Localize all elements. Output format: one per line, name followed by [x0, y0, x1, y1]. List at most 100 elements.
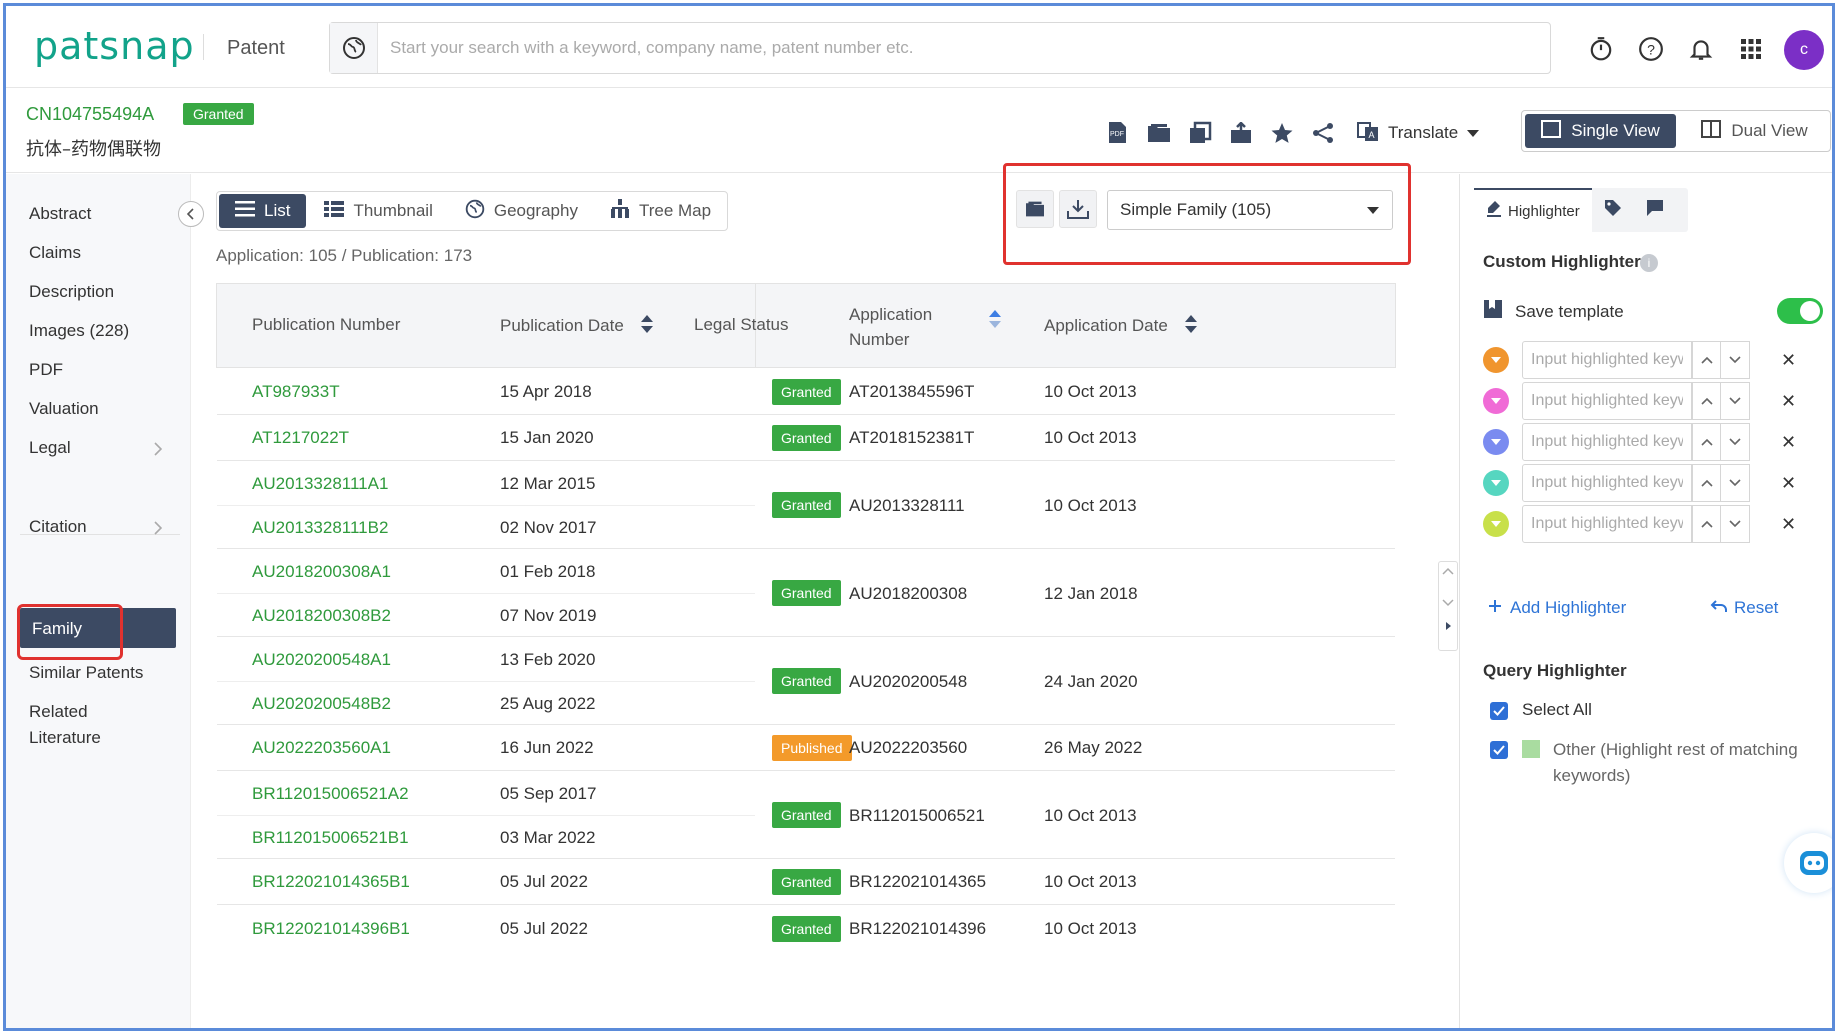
collapse-nav-button[interactable] — [178, 201, 204, 227]
table-row[interactable]: AU2013328111A1 12 Mar 2015 AU2013328111B… — [217, 461, 1395, 549]
tab-tags[interactable] — [1592, 188, 1634, 232]
previous-match-button[interactable] — [1692, 505, 1721, 543]
previous-match-button[interactable] — [1692, 464, 1721, 502]
remove-highlighter-icon[interactable]: ✕ — [1781, 514, 1796, 535]
publication-number-link[interactable]: BR112015006521A2 — [252, 784, 409, 804]
highlight-keyword-input[interactable] — [1522, 464, 1692, 502]
folder-icon[interactable] — [1144, 118, 1174, 148]
export-icon[interactable] — [1226, 118, 1256, 148]
color-swatch-blue[interactable] — [1483, 429, 1509, 455]
nav-citation[interactable]: Citation — [29, 517, 87, 537]
color-swatch-pink[interactable] — [1483, 388, 1509, 414]
previous-match-button[interactable] — [1692, 382, 1721, 420]
publication-number-link[interactable]: BR112015006521B1 — [252, 828, 409, 848]
highlight-keyword-input[interactable] — [1522, 341, 1692, 379]
publication-number-link[interactable]: BR122021014365B1 — [252, 872, 410, 892]
col-legal-status[interactable]: Legal Status — [694, 315, 789, 335]
chevron-right-icon[interactable] — [151, 442, 165, 456]
timer-icon[interactable] — [1586, 34, 1616, 64]
remove-highlighter-icon[interactable]: ✕ — [1781, 432, 1796, 453]
table-row[interactable]: BR122021014396B1 05 Jul 2022 Granted BR1… — [217, 905, 1395, 951]
dual-view-button[interactable]: Dual View — [1679, 111, 1830, 151]
globe-icon[interactable] — [330, 23, 378, 73]
table-row[interactable]: BR122021014365B1 05 Jul 2022 Granted BR1… — [217, 859, 1395, 905]
info-icon[interactable]: i — [1640, 254, 1658, 272]
apps-grid-icon[interactable] — [1736, 34, 1766, 64]
previous-match-button[interactable] — [1692, 423, 1721, 461]
sort-icon[interactable] — [989, 310, 1001, 333]
save-template-toggle[interactable] — [1777, 298, 1823, 324]
publication-number-link[interactable]: AT987933T — [252, 382, 340, 402]
bell-icon[interactable] — [1686, 34, 1716, 64]
user-avatar[interactable]: c — [1784, 30, 1824, 70]
tab-tree-map[interactable]: Tree Map — [594, 192, 727, 230]
single-view-button[interactable]: Single View — [1525, 114, 1676, 148]
col-application-date[interactable]: Application Date — [1044, 315, 1197, 338]
nav-valuation[interactable]: Valuation — [29, 399, 99, 419]
next-match-button[interactable] — [1721, 341, 1750, 379]
remove-highlighter-icon[interactable]: ✕ — [1781, 391, 1796, 412]
highlight-keyword-input[interactable] — [1522, 505, 1692, 543]
next-match-button[interactable] — [1721, 382, 1750, 420]
other-keywords-checkbox[interactable] — [1490, 741, 1508, 759]
table-row[interactable]: AT987933T 15 Apr 2018 Granted AT20138455… — [217, 369, 1395, 415]
copy-icon[interactable] — [1185, 118, 1215, 148]
publication-number-link[interactable]: AU2018200308B2 — [252, 606, 391, 626]
patsnap-logo[interactable]: patsnap — [34, 24, 195, 68]
next-match-button[interactable] — [1721, 464, 1750, 502]
chevron-right-icon[interactable] — [151, 521, 165, 535]
add-highlighter-button[interactable]: Add Highlighter — [1488, 598, 1626, 618]
highlight-keyword-input[interactable] — [1522, 382, 1692, 420]
share-icon[interactable] — [1308, 118, 1338, 148]
remove-highlighter-icon[interactable]: ✕ — [1781, 473, 1796, 494]
remove-highlighter-icon[interactable]: ✕ — [1781, 350, 1796, 371]
search-input[interactable] — [378, 24, 1550, 72]
reset-button[interactable]: Reset — [1710, 598, 1778, 618]
nav-similar-patents[interactable]: Similar Patents — [29, 663, 143, 683]
nav-legal[interactable]: Legal — [29, 438, 71, 458]
publication-number-link[interactable]: AU2013328111B2 — [252, 518, 388, 538]
translate-dropdown[interactable]: A Translate — [1356, 118, 1480, 148]
col-publication-number[interactable]: Publication Number — [252, 315, 400, 335]
publication-number-link[interactable]: AU2022203560A1 — [252, 738, 391, 758]
previous-match-button[interactable] — [1692, 341, 1721, 379]
assistant-bot-button[interactable] — [1784, 833, 1835, 893]
publication-number-link[interactable]: AU2018200308A1 — [252, 562, 391, 582]
tab-thumbnail[interactable]: Thumbnail — [308, 192, 448, 230]
table-row[interactable]: AT1217022T 15 Jan 2020 Granted AT2018152… — [217, 415, 1395, 461]
table-row[interactable]: AU2022203560A1 16 Jun 2022 Published AU2… — [217, 725, 1395, 771]
tab-highlighter[interactable]: Highlighter — [1474, 188, 1592, 232]
nav-claims[interactable]: Claims — [29, 243, 81, 263]
pdf-icon[interactable]: PDF — [1103, 118, 1133, 148]
tab-comments[interactable] — [1634, 188, 1676, 232]
select-all-checkbox[interactable] — [1490, 702, 1508, 720]
publication-number-link[interactable]: AU2013328111A1 — [252, 474, 388, 494]
color-swatch-lime[interactable] — [1483, 511, 1509, 537]
publication-number-link[interactable]: AT1217022T — [252, 428, 349, 448]
nav-literature[interactable]: Literature — [29, 728, 101, 748]
col-publication-date[interactable]: Publication Date — [500, 315, 653, 338]
nav-description[interactable]: Description — [29, 282, 114, 302]
nav-pdf[interactable]: PDF — [29, 360, 63, 380]
help-icon[interactable]: ? — [1636, 34, 1666, 64]
search-bar[interactable] — [329, 22, 1551, 74]
color-swatch-teal[interactable] — [1483, 470, 1509, 496]
tab-list[interactable]: List — [219, 194, 306, 228]
publication-number-link[interactable]: AU2020200548B2 — [252, 694, 391, 714]
star-icon[interactable] — [1267, 118, 1297, 148]
nav-images[interactable]: Images (228) — [29, 321, 129, 341]
publication-number-link[interactable]: BR122021014396B1 — [252, 919, 410, 939]
tab-geography[interactable]: Geography — [449, 192, 594, 230]
nav-abstract[interactable]: Abstract — [29, 204, 91, 224]
table-row[interactable]: AU2018200308A1 01 Feb 2018 AU2018200308B… — [217, 549, 1395, 637]
next-match-button[interactable] — [1721, 423, 1750, 461]
col-application-number[interactable]: Application Number — [849, 302, 932, 352]
nav-related[interactable]: Related — [29, 702, 88, 722]
table-row[interactable]: AU2020200548A1 13 Feb 2020 AU2020200548B… — [217, 637, 1395, 725]
highlight-keyword-input[interactable] — [1522, 423, 1692, 461]
table-row[interactable]: BR112015006521A2 05 Sep 2017 BR112015006… — [217, 771, 1395, 859]
next-match-button[interactable] — [1721, 505, 1750, 543]
panel-scroll-handle[interactable] — [1438, 561, 1458, 651]
sort-icon[interactable] — [1185, 315, 1197, 338]
sort-icon[interactable] — [641, 315, 653, 338]
